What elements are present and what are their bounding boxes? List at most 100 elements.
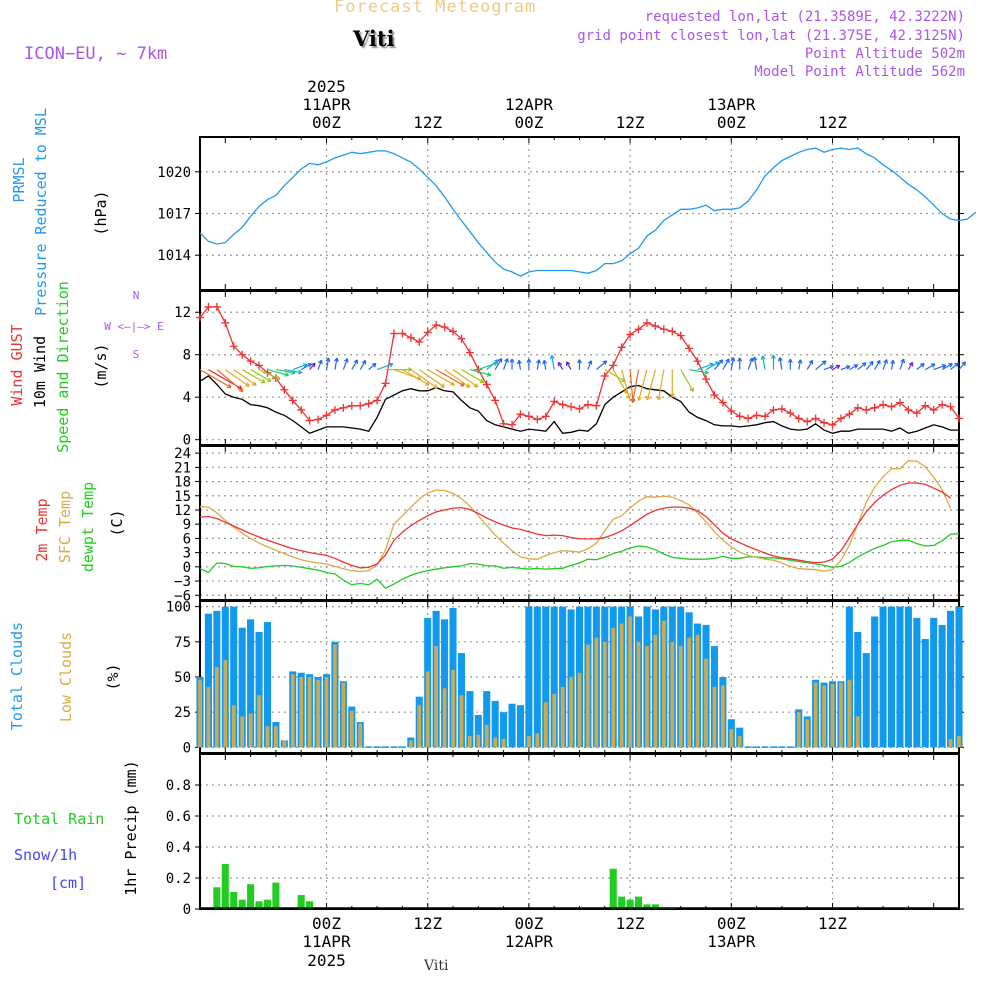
gust-marker xyxy=(356,401,365,410)
wind-arrow-head xyxy=(704,370,709,375)
wind-panel: 0 4 8 12 xyxy=(174,290,964,449)
total-cloud-bar xyxy=(955,606,963,748)
wind-arrow-head xyxy=(284,372,289,377)
wind-arrow-head xyxy=(504,358,509,363)
total-cloud-bar xyxy=(255,631,263,748)
low-cloud-bar xyxy=(417,705,422,748)
wind-arrow-shaft xyxy=(941,363,953,371)
wind-arrow-shaft xyxy=(241,369,266,384)
low-cloud-bar xyxy=(577,672,582,748)
total-cloud-bar xyxy=(744,746,752,748)
location-name: Viti xyxy=(353,26,395,51)
total-cloud-bar xyxy=(230,606,238,748)
wind-gust-markers xyxy=(196,302,963,429)
gust-marker xyxy=(347,401,356,410)
rain-bar xyxy=(626,899,634,909)
wind-arrow-shaft xyxy=(832,364,841,371)
wind-arrow-head xyxy=(748,357,754,363)
grid-point-coords: grid point closest lon,lat (21.375E, 42.… xyxy=(577,28,965,44)
wind-arrow-head xyxy=(853,364,859,369)
rain-bar xyxy=(230,891,238,909)
wind-arrow-head xyxy=(473,383,479,388)
gust-marker xyxy=(423,328,432,337)
low-cloud-bar xyxy=(687,637,691,748)
low-cloud-bar xyxy=(611,627,616,748)
wind-arrow-shaft xyxy=(351,359,358,370)
wind-arrow-shaft xyxy=(882,359,888,370)
wind-arrow-head xyxy=(730,357,736,362)
low-clouds-label: Low Clouds xyxy=(57,632,75,722)
wind-arrow-head xyxy=(388,362,394,368)
wind-arrow-head xyxy=(908,361,914,367)
low-cloud-bar xyxy=(796,712,801,748)
wind-arrow-shaft xyxy=(402,369,430,386)
low-cloud-bar xyxy=(248,713,253,748)
wind-arrow-shaft xyxy=(342,358,348,370)
gust-marker xyxy=(499,419,508,428)
low-cloud-bar xyxy=(729,729,734,748)
pressure-label-long: Pressure Reduced to MSL xyxy=(32,108,50,316)
gust-marker xyxy=(803,417,812,426)
wind-arrow-shaft xyxy=(713,359,724,370)
wind-arrow-head xyxy=(497,357,503,363)
low-cloud-bar xyxy=(712,686,717,748)
wind-arrow-head xyxy=(245,382,250,387)
total-cloud-bar xyxy=(761,746,769,748)
gust-marker xyxy=(406,333,415,342)
low-cloud-bar xyxy=(358,723,363,748)
total-cloud-bar xyxy=(381,746,390,748)
total-cloud-bar xyxy=(542,606,550,748)
wind-arrow-head xyxy=(602,360,608,365)
wind-arrow-head xyxy=(771,354,776,359)
wind-arrow-shaft xyxy=(216,369,244,392)
bottom-date-label: 12APR xyxy=(505,932,554,951)
y-tick-label: 0.6 xyxy=(166,809,191,825)
y-tick-label: 12 xyxy=(174,305,191,321)
low-cloud-bar xyxy=(560,686,565,748)
gust-marker xyxy=(685,344,694,353)
wind-arrow-head xyxy=(557,361,563,367)
y-tick-label: 15 xyxy=(174,489,191,505)
total-cloud-bar xyxy=(786,746,794,748)
wind-arrow-shaft xyxy=(705,361,720,371)
gust-marker xyxy=(634,325,643,334)
point-altitude: Point Altitude 502m xyxy=(804,46,965,62)
gust-marker xyxy=(440,323,449,332)
gust-marker xyxy=(946,402,955,411)
y-tick-label: 12 xyxy=(174,503,191,519)
total-cloud-bar xyxy=(500,712,508,748)
wind-arrow-head xyxy=(777,357,783,362)
rain-bar xyxy=(634,896,643,909)
low-cloud-bar xyxy=(299,677,304,748)
y-tick-label: 0 xyxy=(183,560,191,576)
low-cloud-bar xyxy=(206,686,211,748)
low-cloud-bar xyxy=(839,682,843,748)
wind-arrow-head xyxy=(486,372,492,377)
wind-arrow-head xyxy=(440,383,446,388)
wind-arrow-shaft xyxy=(233,369,257,386)
wind-gust-label: Wind GUST xyxy=(8,324,26,405)
wind-arrow-shaft xyxy=(536,359,540,370)
gust-marker xyxy=(718,398,727,407)
2m-temp-label: 2m Temp xyxy=(33,498,51,561)
wind-arrow-head xyxy=(566,361,571,366)
wind-arrow-head xyxy=(516,359,522,365)
total-cloud-bar xyxy=(879,606,887,748)
wind-arrow-shaft xyxy=(657,369,665,400)
wind-arrow-head xyxy=(948,363,953,368)
wind-arrow-head xyxy=(961,361,967,366)
y-tick-label: 25 xyxy=(174,705,191,721)
wind-arrow-shaft xyxy=(551,355,555,370)
total-cloud-bar xyxy=(238,627,246,748)
low-cloud-bar xyxy=(661,620,666,748)
gust-marker xyxy=(727,407,736,416)
total-cloud-bar xyxy=(930,617,938,748)
low-cloud-bar xyxy=(333,644,337,748)
wind-arrow-shaft xyxy=(418,369,445,388)
total-clouds-label: Total Clouds xyxy=(8,622,26,730)
cloud-bars xyxy=(196,606,963,748)
low-cloud-bar xyxy=(822,685,826,748)
